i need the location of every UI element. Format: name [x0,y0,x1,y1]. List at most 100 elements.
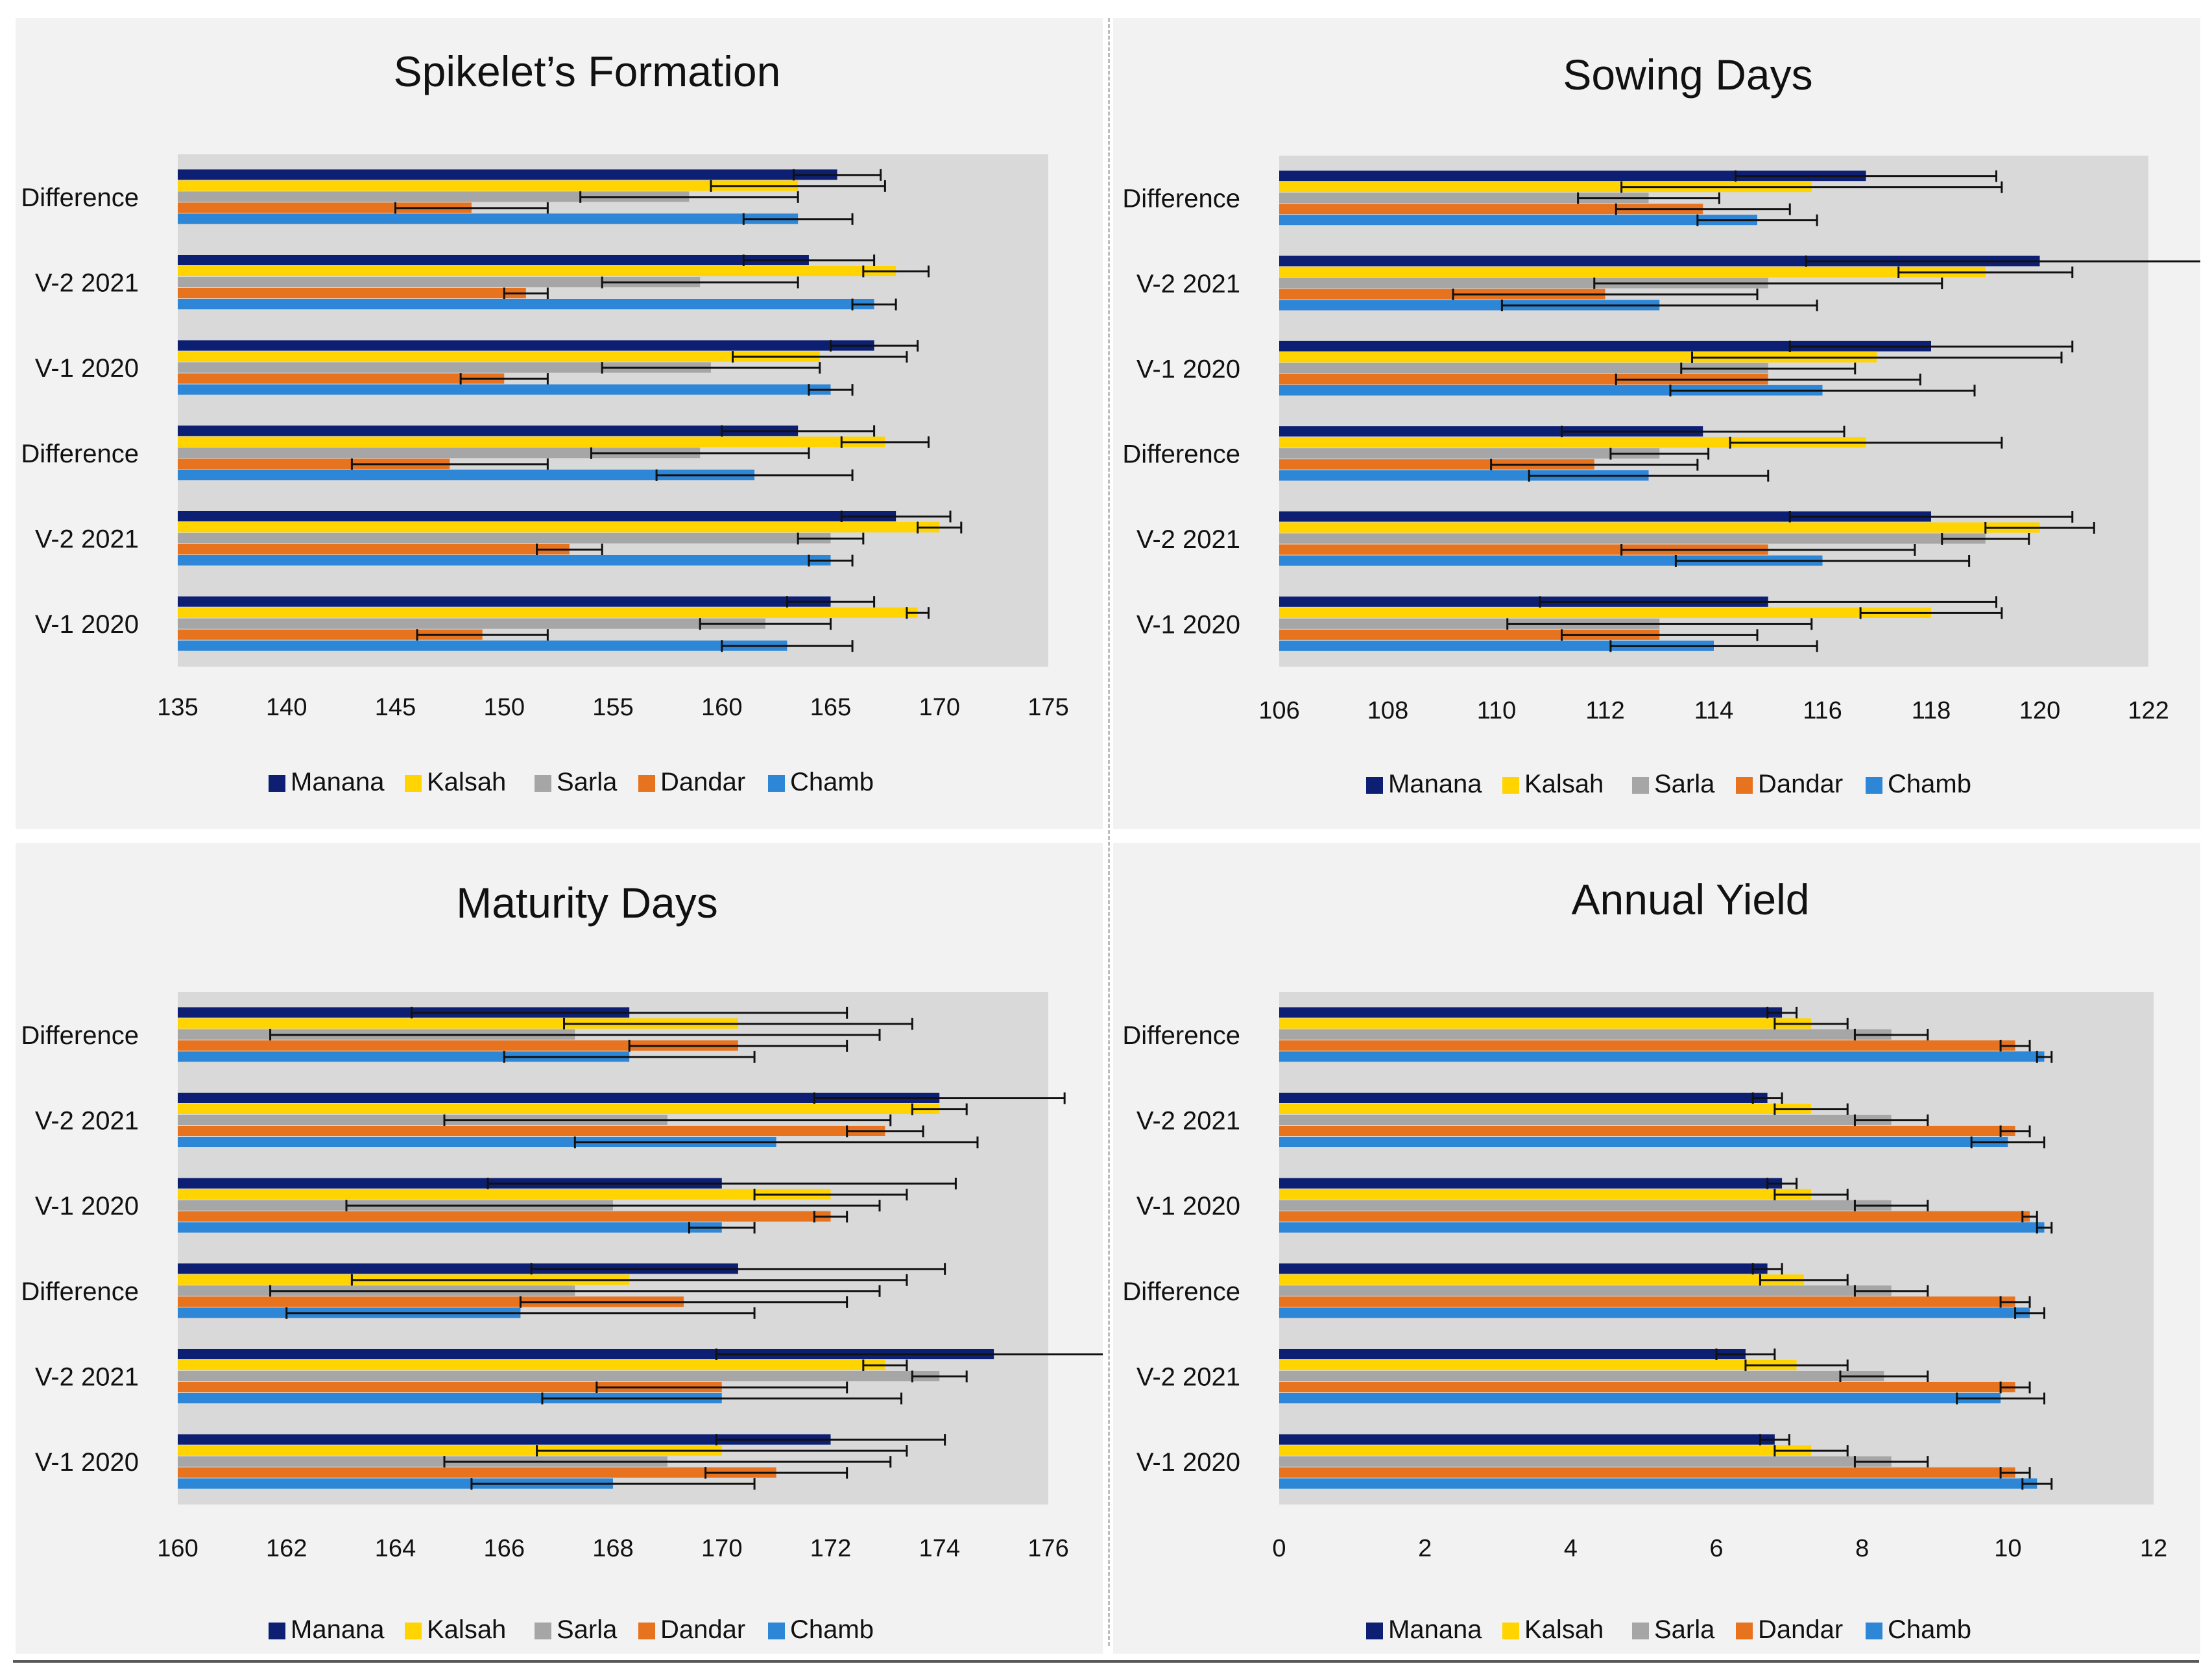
bar-dandar [178,373,505,384]
legend-swatch-dandar [638,775,655,792]
bar-chamb [178,470,755,481]
chart-title: Spikelet’s Formation [394,47,781,95]
category-label: V-1 2020 [35,1448,139,1477]
error-bar-sarla [601,362,821,374]
legend-swatch-manana [269,775,285,792]
legend-label-manana: Manana [1388,1615,1482,1644]
plot-area [178,154,1048,667]
category-label: V-2 2021 [35,1107,139,1136]
panel-divider-vertical [1108,18,1110,1646]
error-bar-dandar [1999,1296,2031,1308]
bar-manana [1279,596,1768,607]
legend-swatch-sarla [1632,777,1649,794]
error-bar-manana [792,169,882,181]
legend-swatch-dandar [1736,1623,1753,1639]
x-tick-label: 4 [1564,1535,1578,1562]
error-bar-dandar [846,1125,924,1137]
bar-manana [1279,1434,1775,1445]
bar-manana [178,169,837,180]
error-bar-kalsah [732,351,908,363]
legend-label-chamb: Chamb [790,1615,874,1644]
error-bar-manana [840,510,952,523]
bar-kalsah [1279,1104,1812,1114]
bar-dandar [1279,1467,2015,1478]
bar-manana [1279,256,2040,267]
bar-kalsah [178,266,896,276]
bar-kalsah [1279,1274,1804,1285]
error-bar-sarla [1577,192,1720,204]
bar-dandar [1279,289,1605,300]
bar-manana [1279,1093,1768,1103]
bar-sarla [178,191,690,202]
error-bar-sarla [797,532,865,545]
bar-sarla [178,447,701,458]
legend-label-chamb: Chamb [1888,770,1971,798]
error-bar-manana [1766,1006,1798,1019]
bar-kalsah [1279,1445,1812,1456]
category-label: V-2 2021 [35,1363,139,1392]
error-bar-manana [1561,425,1845,438]
error-bar-dandar [1999,1125,2031,1137]
x-tick-label: 165 [810,694,851,721]
error-bar-dandar [503,287,549,300]
bar-manana [178,1007,630,1018]
error-bar-kalsah [906,607,930,619]
bar-chamb [1279,640,1714,651]
error-bar-chamb [655,469,854,481]
bar-manana [1279,1178,1783,1189]
legend-label-chamb: Chamb [1888,1615,1971,1644]
error-bar-manana [1539,596,1997,608]
error-bar-kalsah [536,1445,908,1457]
legend-swatch-chamb [768,1623,785,1639]
bar-sarla [1279,363,1768,374]
error-bar-sarla [345,1200,881,1212]
bar-sarla [1279,1029,1892,1040]
error-bar-manana [1788,340,2074,353]
x-tick-label: 8 [1855,1535,1869,1562]
bar-manana [178,1349,994,1359]
bar-chamb [178,299,874,309]
chart-panel-maturity: Maturity Days Difference V-2 2021 V-1 2020 D… [16,843,1103,1654]
bar-kalsah [178,1104,940,1114]
bar-manana [1279,511,1931,522]
bar-chamb [1279,1222,2045,1233]
bar-kalsah [1279,1189,1812,1200]
bar-sarla [178,1115,667,1125]
bar-dandar [1279,1040,2015,1051]
x-tick-label: 150 [484,694,525,721]
error-bar-chamb [2036,1051,2053,1063]
bar-kalsah [1279,1360,1797,1370]
bar-dandar [1279,544,1768,555]
error-bar-chamb [808,384,854,396]
error-bar-kalsah [1773,1103,1849,1115]
x-tick-label: 145 [375,694,416,721]
bar-chamb [1279,1393,2001,1403]
bar-kalsah [178,436,885,447]
bar-chamb [1279,1478,2038,1489]
error-bar-manana [742,254,876,267]
error-bar-sarla [443,1114,892,1126]
category-label: Difference [21,184,139,212]
error-bar-chamb [721,640,854,652]
bar-chamb [1279,215,1757,226]
bar-dandar [1279,204,1703,215]
x-tick-label: 160 [157,1535,198,1562]
category-label: V-2 2021 [35,269,139,298]
legend-label-kalsah: Kalsah [427,768,506,796]
error-bar-kalsah [710,180,886,192]
bar-sarla [1279,533,1986,544]
category-label: Difference [1122,185,1240,213]
legend-label-manana: Manana [291,768,385,796]
x-tick-label: 168 [592,1535,633,1562]
bar-kalsah [1279,182,1812,193]
category-label: Difference [21,1021,139,1050]
bar-dandar [178,1040,738,1051]
error-bar-chamb [1528,470,1770,482]
bar-chamb [178,213,799,224]
error-bar-kalsah [1773,1017,1849,1030]
error-bar-dandar [1999,1381,2031,1394]
bar-kalsah [1279,522,2040,533]
bar-dandar [178,458,450,470]
error-bar-sarla [443,1456,892,1468]
error-bar-sarla [1506,618,1813,630]
